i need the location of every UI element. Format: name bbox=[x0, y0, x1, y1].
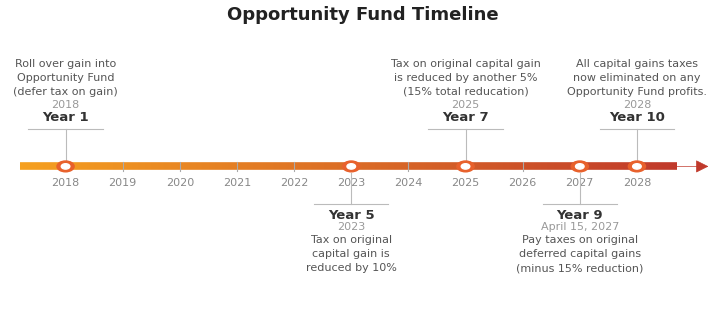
Text: Tax on original capital gain
is reduced by another 5%
(15% total reducation): Tax on original capital gain is reduced … bbox=[391, 59, 540, 97]
Text: 2025: 2025 bbox=[451, 178, 480, 188]
Text: All capital gains taxes
now eliminated on any
Opportunity Fund profits.: All capital gains taxes now eliminated o… bbox=[567, 59, 707, 97]
Circle shape bbox=[347, 164, 355, 169]
Circle shape bbox=[633, 164, 641, 169]
Circle shape bbox=[628, 161, 646, 172]
Text: Pay taxes on original
deferred capital gains
(minus 15% reduction): Pay taxes on original deferred capital g… bbox=[516, 235, 644, 273]
Text: 2023: 2023 bbox=[337, 178, 365, 188]
Text: 2026: 2026 bbox=[509, 178, 537, 188]
Text: Year 9: Year 9 bbox=[556, 209, 603, 222]
Text: Roll over gain into
Opportunity Fund
(defer tax on gain): Roll over gain into Opportunity Fund (de… bbox=[13, 59, 118, 97]
Text: Year 1: Year 1 bbox=[42, 111, 89, 124]
Text: 2023: 2023 bbox=[337, 222, 365, 232]
Text: Tax on original
capital gain is
reduced by 10%: Tax on original capital gain is reduced … bbox=[306, 235, 397, 273]
Circle shape bbox=[462, 164, 470, 169]
Text: Opportunity Fund Timeline: Opportunity Fund Timeline bbox=[227, 6, 499, 24]
Text: 2021: 2021 bbox=[223, 178, 251, 188]
Circle shape bbox=[57, 161, 74, 172]
Circle shape bbox=[343, 161, 360, 172]
Circle shape bbox=[457, 161, 474, 172]
Text: 2025: 2025 bbox=[451, 100, 480, 110]
Text: 2027: 2027 bbox=[566, 178, 594, 188]
Text: 2024: 2024 bbox=[394, 178, 422, 188]
Text: 2020: 2020 bbox=[166, 178, 194, 188]
Text: 2028: 2028 bbox=[622, 178, 651, 188]
Text: Year 7: Year 7 bbox=[442, 111, 488, 124]
Circle shape bbox=[571, 161, 588, 172]
Text: 2019: 2019 bbox=[108, 178, 137, 188]
Circle shape bbox=[61, 164, 70, 169]
Circle shape bbox=[576, 164, 584, 169]
Text: April 15, 2027: April 15, 2027 bbox=[541, 222, 619, 232]
Text: 2028: 2028 bbox=[622, 100, 651, 110]
Text: Year 10: Year 10 bbox=[609, 111, 665, 124]
Text: 2018: 2018 bbox=[52, 100, 79, 110]
Text: 2022: 2022 bbox=[280, 178, 308, 188]
Text: 2018: 2018 bbox=[52, 178, 79, 188]
Text: Year 5: Year 5 bbox=[328, 209, 375, 222]
